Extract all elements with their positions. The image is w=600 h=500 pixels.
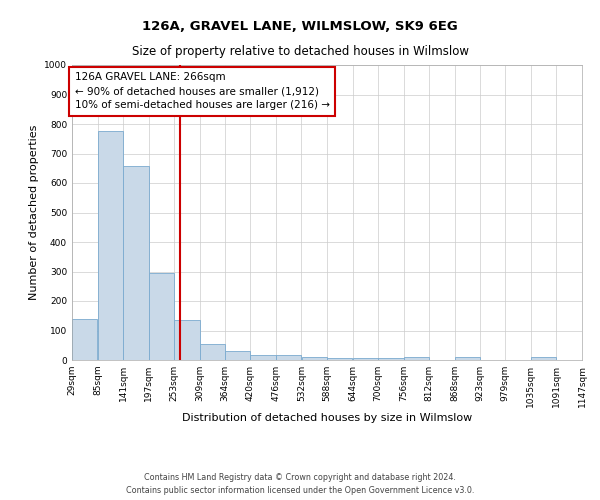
Bar <box>404 357 429 360</box>
Bar <box>531 357 556 360</box>
Text: Contains HM Land Registry data © Crown copyright and database right 2024.
Contai: Contains HM Land Registry data © Crown c… <box>126 473 474 495</box>
Bar <box>72 318 97 360</box>
Bar <box>200 344 225 360</box>
Bar <box>327 358 352 360</box>
Bar <box>353 358 378 360</box>
Bar <box>123 166 149 360</box>
Bar <box>378 358 404 360</box>
Bar <box>98 132 123 360</box>
Bar <box>250 354 276 360</box>
Text: 126A, GRAVEL LANE, WILMSLOW, SK9 6EG: 126A, GRAVEL LANE, WILMSLOW, SK9 6EG <box>142 20 458 33</box>
Text: Size of property relative to detached houses in Wilmslow: Size of property relative to detached ho… <box>131 45 469 58</box>
Y-axis label: Number of detached properties: Number of detached properties <box>29 125 38 300</box>
Bar <box>174 320 200 360</box>
Bar <box>302 357 327 360</box>
Bar <box>455 357 480 360</box>
Bar <box>149 273 174 360</box>
Text: 126A GRAVEL LANE: 266sqm
← 90% of detached houses are smaller (1,912)
10% of sem: 126A GRAVEL LANE: 266sqm ← 90% of detach… <box>74 72 329 110</box>
Bar <box>276 354 301 360</box>
Bar <box>225 351 250 360</box>
X-axis label: Distribution of detached houses by size in Wilmslow: Distribution of detached houses by size … <box>182 412 472 422</box>
